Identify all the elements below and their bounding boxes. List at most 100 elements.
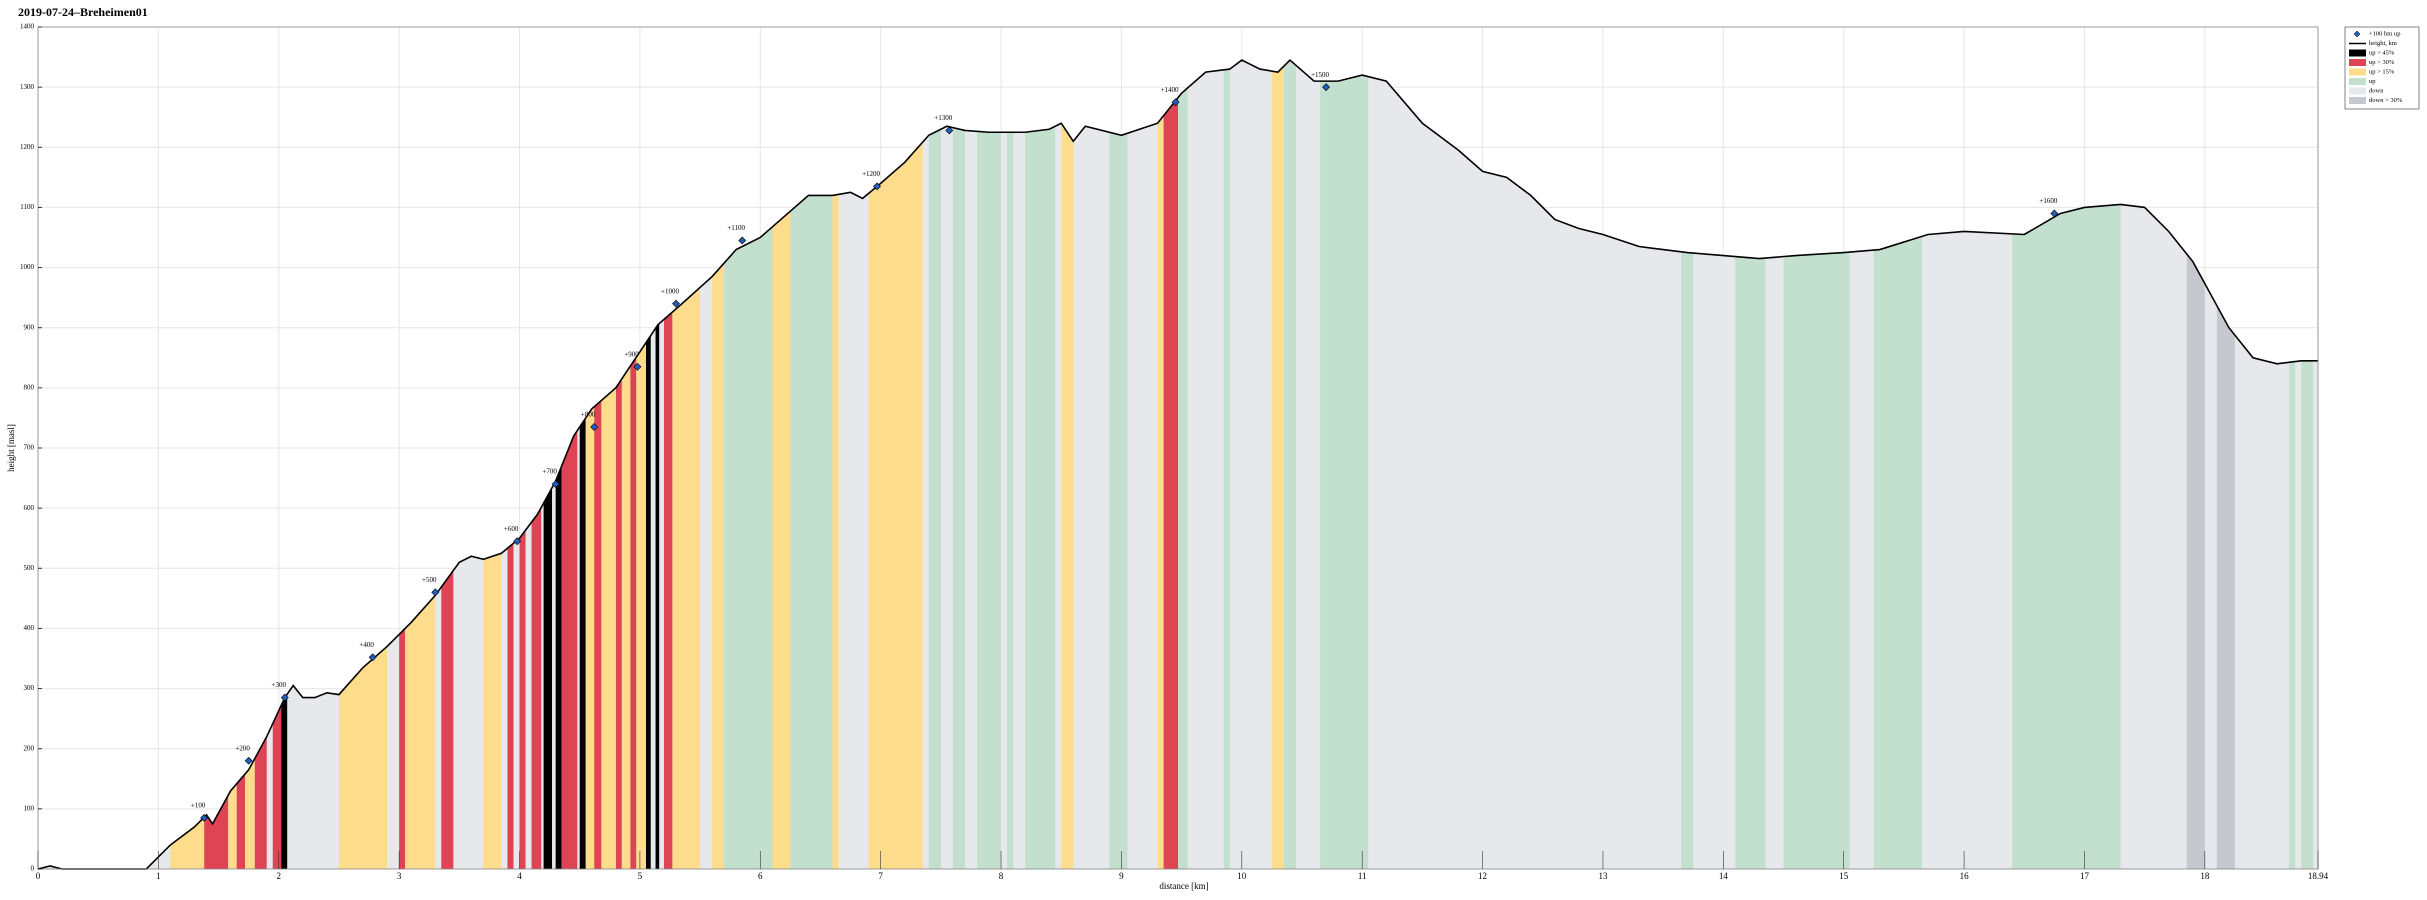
y-tick-label: 1000 — [20, 263, 35, 271]
slope-band — [1271, 60, 1284, 869]
chart-title: 2019-07-24–Breheimen01 — [18, 5, 148, 19]
slope-band — [1223, 60, 1230, 869]
y-tick-label: 200 — [24, 744, 35, 752]
x-tick-label: 4 — [517, 871, 522, 881]
slope-band — [621, 60, 631, 869]
x-tick-label: 7 — [878, 871, 883, 881]
profile-line — [37, 58, 2318, 870]
slope-band — [2289, 60, 2296, 869]
hm-marker — [873, 182, 881, 191]
y-tick-label: 0 — [31, 865, 35, 873]
legend-box — [2344, 26, 2420, 110]
y-tick-label: 300 — [24, 684, 35, 692]
y-tick-label: 500 — [24, 564, 35, 572]
y-tick-label: 1100 — [20, 203, 34, 211]
y-axis-label: height [masl] — [6, 424, 16, 472]
hm-label: +200 — [235, 744, 250, 752]
slope-band — [1007, 60, 1014, 869]
hm-label: +100 — [191, 801, 206, 809]
y-tick-label: 400 — [24, 624, 35, 632]
y-tick-label: 100 — [24, 804, 35, 812]
hm-label: +700 — [542, 468, 557, 476]
legend-swatch — [2349, 97, 2366, 104]
y-tick-label: 1200 — [20, 143, 35, 151]
legend-swatch — [2349, 68, 2366, 76]
y-tick-label: 1400 — [20, 23, 35, 31]
slope-band — [832, 60, 839, 869]
legend-label: height, km — [2369, 40, 2397, 47]
slope-band — [976, 60, 1002, 869]
slope-band — [579, 60, 586, 869]
slope-band — [1061, 60, 1074, 869]
hm-marker — [633, 362, 642, 371]
slope-band — [645, 60, 651, 869]
slope-band — [1025, 60, 1056, 869]
slope-band — [663, 60, 673, 869]
x-tick-label: 10 — [1237, 871, 1247, 881]
slope-band — [2186, 60, 2205, 869]
slope-band — [1783, 60, 1850, 869]
slope-band — [594, 60, 602, 869]
x-tick-label: 6 — [758, 871, 763, 881]
legend-label: down > 30% — [2369, 97, 2403, 104]
slope-band — [790, 60, 833, 869]
legend-label: up > 15% — [2369, 68, 2395, 75]
x-tick-label: 13 — [1598, 871, 1608, 881]
hm-label: +1200 — [862, 170, 880, 178]
legend-label: up — [2369, 78, 2376, 85]
slope-band — [636, 60, 646, 869]
hm-marker — [513, 537, 522, 546]
hm-label: +1000 — [661, 287, 679, 295]
legend-label: +100 hm up — [2369, 30, 2400, 37]
slope-band — [1873, 60, 1922, 869]
slope-band — [952, 60, 965, 869]
slope-band — [615, 60, 622, 869]
hm-label: +1100 — [727, 224, 745, 232]
hm-label: +1500 — [1311, 71, 1329, 79]
slope-band — [1109, 60, 1128, 869]
hm-marker — [368, 653, 377, 662]
hm-label: +500 — [422, 576, 437, 584]
slope-band — [1163, 60, 1178, 869]
slope-band — [2216, 60, 2235, 869]
hm-label: +600 — [504, 525, 519, 533]
x-tick-label: 15 — [1839, 871, 1849, 881]
slope-band — [712, 60, 725, 869]
slope-band — [1157, 60, 1164, 869]
legend-label: down — [2369, 87, 2384, 94]
slope-band — [2301, 60, 2314, 869]
y-tick-label: 800 — [24, 383, 35, 391]
slope-band — [601, 60, 616, 869]
y-tick-label: 600 — [24, 504, 35, 512]
hm-marker — [1171, 98, 1180, 107]
hm-marker — [431, 588, 440, 597]
slope-band — [2012, 60, 2121, 869]
x-tick-label: 16 — [1960, 871, 1970, 881]
legend-label: up > 45% — [2369, 49, 2395, 56]
slope-band — [1681, 60, 1694, 869]
hm-marker — [280, 693, 289, 702]
y-tick-label: 900 — [24, 323, 35, 331]
legend-marker — [2353, 30, 2361, 38]
hm-marker — [200, 813, 209, 822]
slope-band — [630, 60, 637, 869]
hm-label: +300 — [272, 681, 287, 689]
hm-marker — [1322, 83, 1330, 92]
slope-band — [1735, 60, 1766, 869]
x-tick-label: 18 — [2200, 871, 2210, 881]
slope-band — [672, 60, 701, 869]
x-tick-label: 3 — [397, 871, 402, 881]
y-tick-label: 1300 — [20, 83, 35, 91]
x-tick-label: 9 — [1119, 871, 1124, 881]
legend-label: up > 30% — [2369, 59, 2395, 66]
slope-band — [585, 60, 595, 869]
slope-band — [928, 60, 941, 869]
hm-label: +800 — [581, 411, 596, 419]
x-axis-label: distance [km] — [1159, 881, 1208, 891]
hm-marker — [2050, 209, 2059, 218]
x-tick-label: 11 — [1358, 871, 1367, 881]
legend-swatch — [2349, 87, 2366, 95]
x-tick-label: 17 — [2080, 871, 2090, 881]
hm-label: +1300 — [934, 114, 952, 122]
